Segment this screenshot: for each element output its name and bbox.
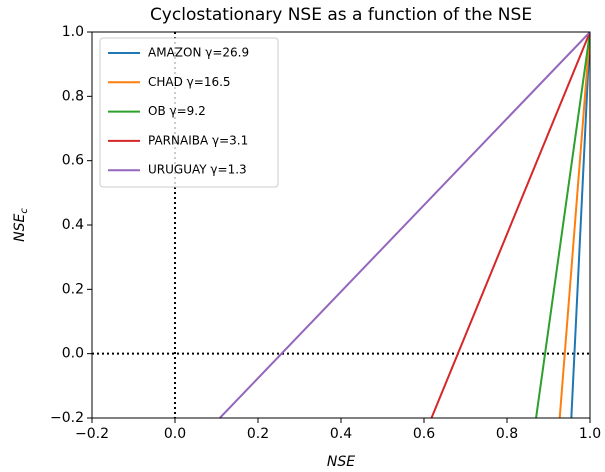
x-tick-label: 0.4 bbox=[330, 426, 352, 442]
x-tick-label: −0.2 bbox=[75, 426, 109, 442]
series-line bbox=[219, 32, 590, 418]
legend-box bbox=[99, 37, 279, 188]
plot-area bbox=[92, 32, 590, 418]
x-tick-label: 0.6 bbox=[413, 426, 435, 442]
y-tick-label: 0.0 bbox=[62, 346, 84, 362]
series-line bbox=[430, 32, 590, 418]
legend-label: PARNAIBA γ=3.1 bbox=[148, 133, 248, 147]
y-axis-label-main: NSE bbox=[12, 214, 28, 242]
series-line bbox=[570, 32, 590, 418]
series-line bbox=[535, 32, 590, 418]
legend-label: OB γ=9.2 bbox=[148, 104, 206, 118]
y-axis-label: NSEc bbox=[12, 208, 30, 242]
y-tick-label: 1.0 bbox=[62, 24, 84, 40]
legend: AMAZON γ=26.9 CHAD γ=16.5 OB γ=9.2 PARNAIBA… bbox=[99, 37, 279, 188]
x-tick-label: 0.0 bbox=[164, 426, 186, 442]
x-axis-label: NSE bbox=[327, 454, 355, 470]
y-tick-label: 0.6 bbox=[62, 153, 84, 169]
y-tick-label: 0.2 bbox=[62, 281, 84, 297]
y-axis-label-sub: c bbox=[19, 208, 30, 214]
legend-label: CHAD γ=16.5 bbox=[148, 75, 231, 89]
x-tick-label: 0.2 bbox=[247, 426, 269, 442]
plot-frame bbox=[91, 31, 591, 419]
x-tick-label: 1.0 bbox=[579, 426, 601, 442]
y-tick-label: 0.4 bbox=[62, 217, 84, 233]
chart-title: Cyclostationary NSE as a function of the… bbox=[150, 5, 532, 25]
legend-label: URUGUAY γ=1.3 bbox=[148, 163, 247, 177]
x-tick-label: 0.8 bbox=[496, 426, 518, 442]
y-tick-label: 0.8 bbox=[62, 88, 84, 104]
y-tick-label: −0.2 bbox=[50, 410, 84, 426]
series-line bbox=[558, 32, 590, 418]
legend-label: AMAZON γ=26.9 bbox=[148, 46, 249, 60]
